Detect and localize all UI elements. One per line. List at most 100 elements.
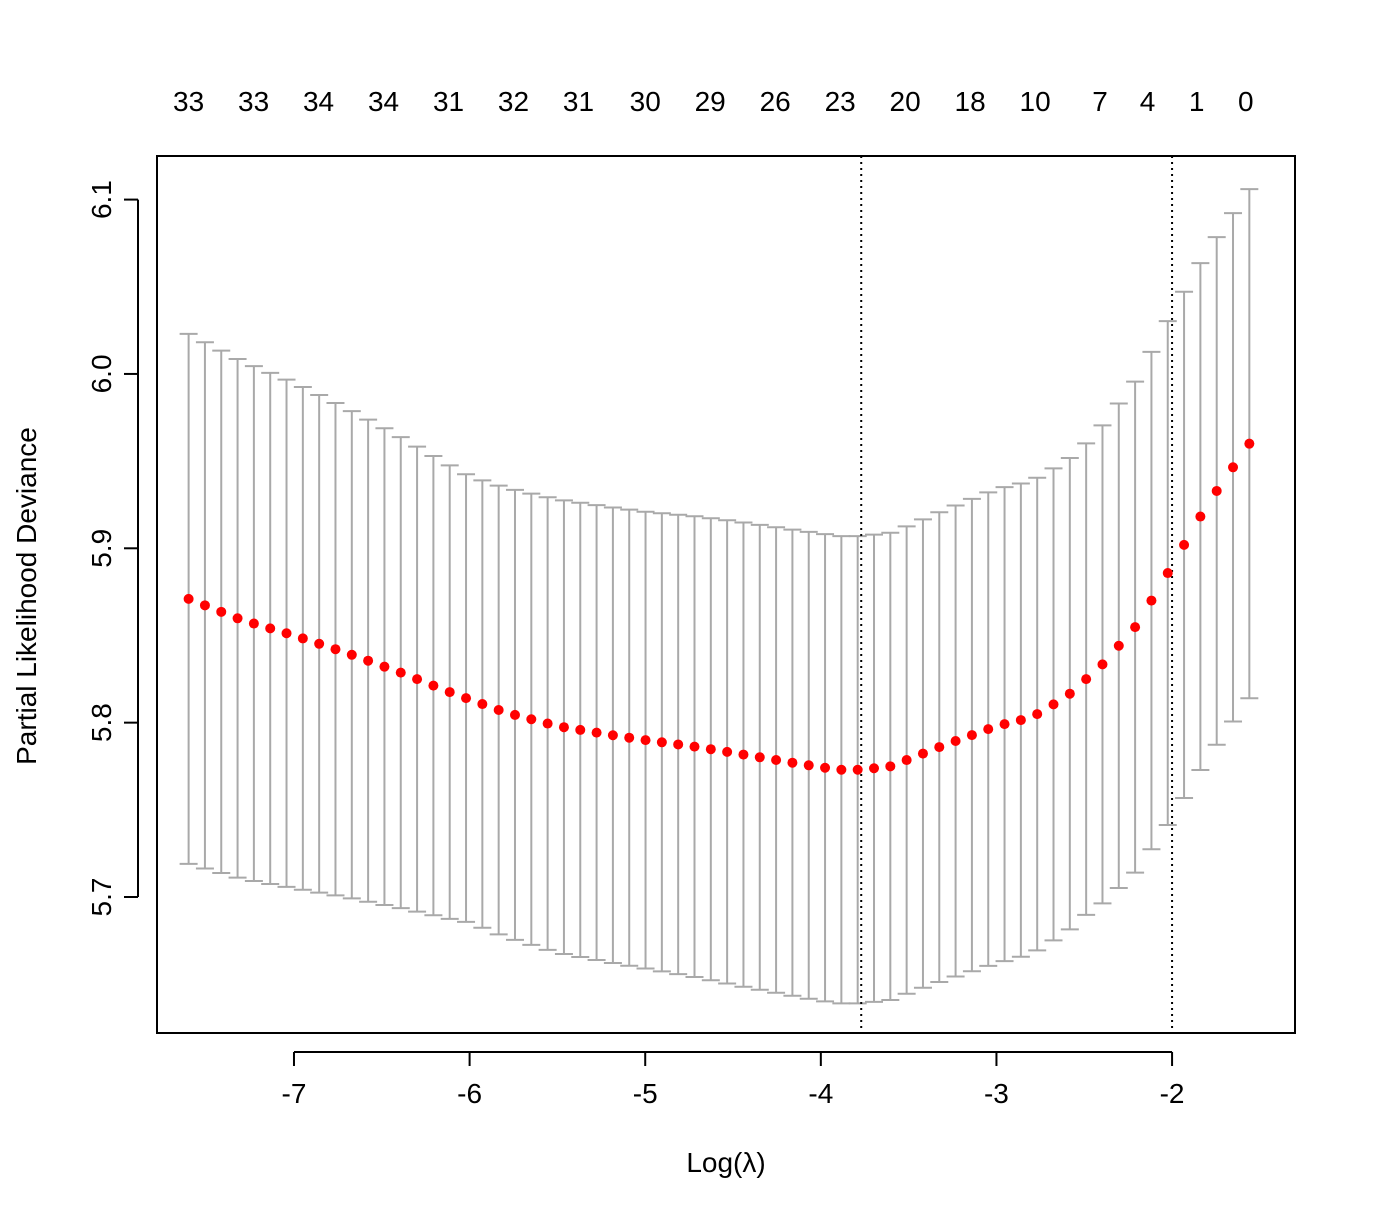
top-axis-label: 29: [695, 86, 726, 117]
data-point-13: [395, 667, 406, 678]
data-point-6: [281, 628, 292, 639]
data-point-19: [493, 704, 504, 715]
data-point-1: [199, 600, 210, 611]
vline-group: [860, 156, 1174, 1033]
data-point-45: [917, 748, 928, 759]
data-point-38: [803, 760, 814, 771]
x-axis-title: Log(λ): [686, 1147, 765, 1178]
data-point-65: [1244, 438, 1255, 449]
data-point-8: [314, 638, 325, 649]
data-point-37: [787, 757, 798, 768]
x-tick-label: -5: [633, 1078, 658, 1109]
data-point-49: [983, 724, 994, 735]
y-tick-label: 5.7: [86, 878, 117, 917]
data-point-18: [477, 699, 488, 710]
top-axis-label: 7: [1092, 86, 1108, 117]
data-point-34: [738, 749, 749, 760]
top-axis-label: 10: [1020, 86, 1051, 117]
data-point-46: [934, 742, 945, 753]
x-tick-label: -6: [457, 1078, 482, 1109]
data-point-23: [558, 722, 569, 733]
data-point-59: [1146, 595, 1157, 606]
data-point-44: [901, 755, 912, 766]
data-point-36: [771, 754, 782, 765]
data-point-50: [999, 719, 1010, 730]
x-tick-label: -2: [1160, 1078, 1185, 1109]
data-point-58: [1130, 622, 1141, 633]
y-tick-label: 5.9: [86, 529, 117, 568]
top-axis-label: 20: [890, 86, 921, 117]
top-axis-label: 32: [498, 86, 529, 117]
data-point-52: [1032, 709, 1043, 720]
data-point-30: [673, 739, 684, 750]
data-point-41: [852, 764, 863, 775]
top-axis-label: 31: [563, 86, 594, 117]
data-point-47: [950, 736, 961, 747]
y-tick-label: 6.0: [86, 354, 117, 393]
data-point-11: [363, 655, 374, 666]
data-point-28: [640, 735, 651, 746]
data-point-17: [461, 693, 472, 704]
y-axis-title: Partial Likelihood Deviance: [11, 427, 42, 765]
top-axis-label: 4: [1140, 86, 1156, 117]
data-point-26: [607, 730, 618, 741]
top-axis-label: 1: [1189, 86, 1205, 117]
top-axis: 33 33 34 34 31 32 31 30 29 26 23 20 18 10 7 4 1 0: [173, 86, 1254, 117]
top-axis-label: 34: [368, 86, 399, 117]
data-point-31: [689, 741, 700, 752]
data-point-51: [1015, 715, 1026, 726]
data-point-55: [1081, 674, 1092, 685]
data-point-5: [265, 623, 276, 634]
y-tick-label: 5.8: [86, 703, 117, 742]
data-point-33: [722, 746, 733, 757]
top-axis-label: 0: [1238, 86, 1254, 117]
data-point-7: [297, 633, 308, 644]
plot-frame: [156, 155, 1296, 1034]
errorbar-group: [179, 188, 1259, 1005]
data-point-54: [1064, 688, 1075, 699]
data-point-9: [330, 644, 341, 655]
x-tick-label: -7: [282, 1078, 307, 1109]
top-axis-label: 30: [630, 86, 661, 117]
data-point-0: [183, 593, 194, 604]
top-axis-label: 34: [303, 86, 334, 117]
top-axis-label: 18: [955, 86, 986, 117]
data-point-56: [1097, 659, 1108, 670]
y-axis: 5.7 5.8 5.9 6.0 6.1: [86, 180, 139, 917]
data-point-61: [1179, 539, 1190, 550]
top-axis-label: 31: [433, 86, 464, 117]
x-tick-label: -4: [808, 1078, 833, 1109]
data-point-16: [444, 687, 455, 698]
data-point-64: [1228, 462, 1239, 473]
data-point-10: [346, 649, 357, 660]
data-point-40: [836, 764, 847, 775]
data-point-24: [575, 724, 586, 735]
data-point-4: [248, 618, 259, 629]
data-point-12: [379, 661, 390, 672]
data-point-21: [526, 714, 537, 725]
data-point-14: [412, 674, 423, 685]
data-point-57: [1113, 640, 1124, 651]
data-point-35: [754, 752, 765, 763]
data-point-60: [1162, 568, 1173, 579]
data-point-22: [542, 718, 553, 729]
data-point-53: [1048, 699, 1059, 710]
data-point-29: [656, 737, 667, 748]
top-axis-label: 23: [825, 86, 856, 117]
point-group: [183, 438, 1255, 775]
data-point-27: [624, 732, 635, 743]
data-point-43: [885, 761, 896, 772]
top-axis-label: 33: [238, 86, 269, 117]
data-point-48: [966, 730, 977, 741]
data-point-25: [591, 727, 602, 738]
x-axis: -7 -6 -5 -4 -3 -2: [282, 1051, 1185, 1109]
y-tick-label: 6.1: [86, 180, 117, 219]
data-point-15: [428, 680, 439, 691]
data-point-62: [1195, 511, 1206, 522]
top-axis-label: 33: [173, 86, 204, 117]
data-point-63: [1211, 485, 1222, 496]
data-point-39: [820, 762, 831, 773]
data-point-20: [509, 709, 520, 720]
